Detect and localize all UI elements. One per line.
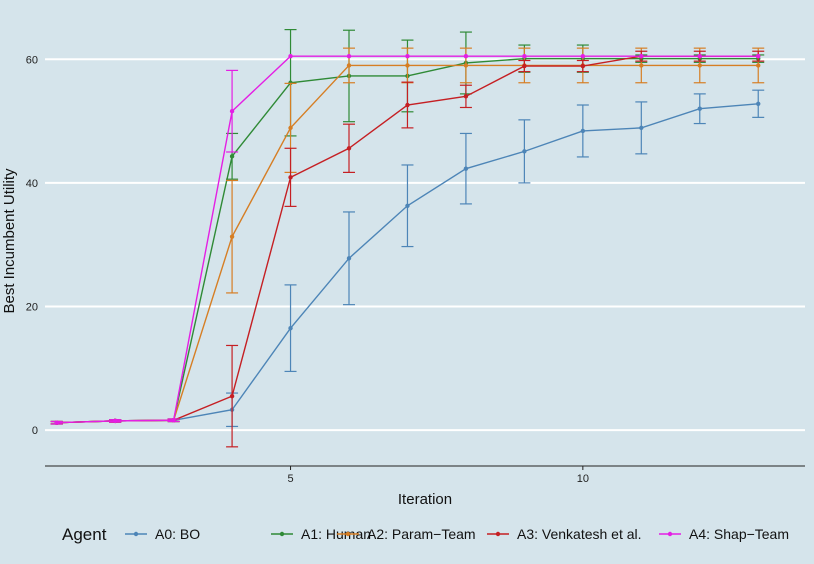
y-axis-title: Best Incumbent Utility [1, 168, 18, 314]
series-3 [50, 50, 765, 448]
data-point [580, 128, 586, 134]
data-point [463, 63, 469, 68]
data-point [229, 234, 235, 239]
data-point [288, 325, 293, 331]
legend-item-4: A4: Shap−Team [659, 526, 789, 542]
data-point [639, 63, 644, 68]
legend-label: A3: Venkatesh et al. [517, 526, 642, 542]
series-layer [50, 28, 765, 448]
legend-label: A2: Param−Team [367, 526, 476, 542]
data-point [112, 418, 118, 424]
data-point [405, 102, 410, 108]
data-point [54, 420, 59, 425]
legend-swatch-dot [345, 531, 351, 537]
data-point [288, 125, 293, 131]
y-tick-label-0: 0 [32, 425, 38, 437]
data-point [580, 63, 586, 69]
data-point [229, 108, 235, 114]
data-point [346, 63, 352, 68]
data-point [522, 63, 527, 69]
data-point [756, 63, 761, 68]
x-axis-title: Iteration [398, 491, 452, 508]
y-tick-label-40: 40 [26, 178, 38, 190]
data-point [171, 418, 176, 423]
data-point [697, 53, 702, 59]
legend-label: A1: Human [301, 526, 371, 542]
data-point [405, 203, 410, 208]
legend-title: Agent [62, 525, 107, 544]
y-tick-label-20: 20 [26, 302, 38, 314]
legend-swatch-dot [495, 531, 501, 537]
x-tick-label-5: 5 [287, 473, 293, 485]
legend-item-0: A0: BO [125, 526, 200, 542]
series-line [56, 103, 759, 424]
data-point [522, 149, 527, 154]
legend-item-3: A3: Venkatesh et al. [487, 526, 642, 542]
series-4 [50, 53, 761, 425]
data-point [288, 175, 293, 180]
data-point [346, 53, 352, 59]
data-point [697, 63, 702, 68]
data-point [346, 146, 352, 151]
axis-layer: 0 20 40 60 5 10 [26, 54, 805, 485]
data-point [229, 393, 235, 399]
data-point [639, 53, 644, 59]
legend-item-2: A2: Param−Team [337, 526, 476, 542]
data-point [405, 53, 410, 59]
data-point [463, 166, 469, 171]
data-point [639, 125, 644, 131]
data-point [463, 94, 469, 99]
data-point [580, 53, 586, 59]
data-point [697, 106, 702, 111]
data-point [346, 256, 352, 261]
data-point [229, 154, 235, 159]
legend-label: A0: BO [155, 526, 200, 542]
data-point [756, 101, 761, 106]
series-0 [50, 89, 765, 428]
legend-swatch-dot [667, 531, 673, 537]
grid-layer [45, 58, 805, 432]
legend-item-1: A1: Human [271, 526, 371, 542]
data-point [288, 53, 293, 59]
legend-label: A4: Shap−Team [689, 526, 789, 542]
data-point [756, 53, 761, 59]
x-tick-label-10: 10 [577, 473, 589, 485]
data-point [522, 53, 527, 59]
legend-swatch-dot [279, 531, 285, 537]
data-point [405, 63, 410, 68]
data-point [463, 53, 469, 59]
legend-swatch-dot [133, 531, 139, 537]
y-tick-label-60: 60 [26, 54, 38, 66]
